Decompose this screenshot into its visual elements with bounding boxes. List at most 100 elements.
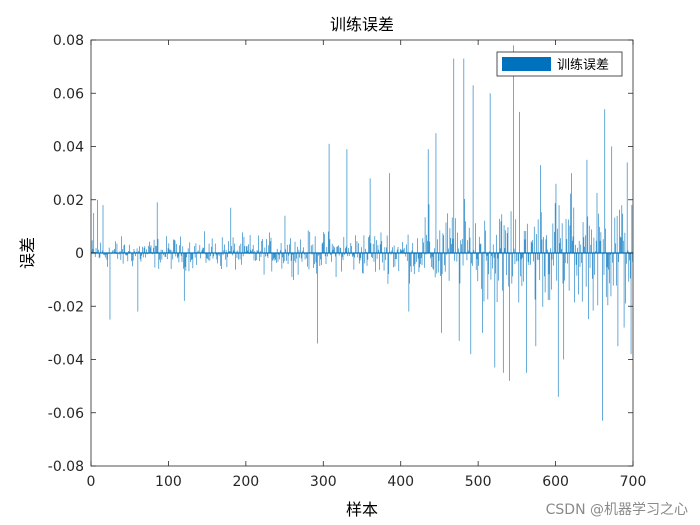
bar — [421, 253, 423, 266]
bar — [269, 232, 270, 253]
bar — [331, 243, 333, 253]
bar — [296, 246, 298, 253]
bar — [136, 248, 138, 253]
bar — [488, 253, 489, 275]
bar — [212, 253, 214, 259]
bar — [629, 253, 630, 261]
bar — [526, 253, 527, 373]
bar — [459, 253, 461, 284]
bar — [410, 253, 412, 273]
bar — [299, 253, 301, 258]
bar — [399, 248, 401, 253]
bar — [345, 246, 347, 253]
bar — [340, 247, 342, 253]
bar — [477, 253, 479, 282]
bar — [595, 251, 596, 253]
bar — [131, 253, 132, 262]
bar — [491, 253, 493, 257]
bar — [157, 238, 159, 253]
bar — [159, 253, 161, 263]
bar — [256, 249, 258, 253]
bar — [562, 253, 564, 284]
bar — [324, 253, 326, 257]
bar — [207, 253, 208, 259]
bar — [541, 239, 543, 253]
bar — [165, 253, 167, 257]
y-axis-label: 误差 — [18, 237, 37, 269]
bar — [243, 236, 245, 253]
bar — [298, 249, 300, 253]
bar — [581, 253, 583, 302]
bar — [322, 242, 324, 253]
bar — [432, 253, 434, 269]
bar — [104, 253, 106, 258]
bar — [480, 243, 482, 253]
bar — [468, 227, 470, 253]
bar — [620, 237, 622, 253]
bar — [410, 253, 411, 267]
bar — [242, 253, 244, 257]
bar — [307, 253, 308, 267]
bar — [437, 253, 439, 273]
bar — [471, 253, 473, 266]
bar — [435, 133, 437, 253]
bar — [211, 246, 212, 253]
bar — [102, 205, 104, 253]
bar — [442, 233, 444, 253]
bar — [190, 253, 192, 261]
bar — [427, 149, 429, 253]
bar — [513, 45, 514, 254]
bar — [156, 245, 157, 253]
bar — [437, 239, 438, 253]
bar — [210, 253, 211, 256]
bar — [547, 249, 548, 253]
bar — [401, 249, 403, 253]
bar — [128, 244, 130, 253]
bar — [446, 253, 448, 255]
bar — [584, 246, 585, 253]
bar — [447, 213, 448, 253]
bar — [461, 238, 463, 253]
bar — [158, 253, 160, 269]
bar — [270, 237, 272, 253]
bar — [438, 253, 440, 261]
bar — [123, 245, 125, 253]
bar — [176, 253, 178, 259]
bar — [272, 253, 274, 260]
bar — [291, 253, 293, 277]
bar — [173, 239, 174, 253]
bar — [615, 243, 616, 253]
bar — [486, 253, 488, 256]
bar — [537, 253, 538, 260]
bar — [289, 244, 290, 253]
bar — [485, 230, 486, 253]
bar — [119, 250, 121, 253]
bar — [616, 215, 618, 253]
bar — [478, 253, 479, 266]
bar — [354, 253, 355, 258]
bar — [264, 247, 266, 253]
bar — [552, 223, 554, 253]
bar — [259, 250, 261, 253]
bar — [309, 231, 311, 253]
bar — [244, 246, 246, 253]
bar — [558, 205, 560, 253]
bar — [314, 253, 315, 265]
bar — [612, 253, 614, 286]
bar — [217, 253, 218, 264]
bar — [286, 244, 288, 253]
bar — [520, 253, 522, 260]
bar — [444, 253, 446, 272]
bar — [246, 246, 248, 253]
bar — [301, 253, 303, 262]
bar — [502, 253, 504, 373]
bar — [393, 245, 395, 253]
bar — [247, 250, 249, 253]
bar — [526, 223, 528, 253]
bar — [224, 244, 225, 253]
bar — [137, 253, 139, 312]
bar — [352, 253, 354, 256]
bar — [94, 253, 96, 258]
bar — [596, 192, 598, 253]
